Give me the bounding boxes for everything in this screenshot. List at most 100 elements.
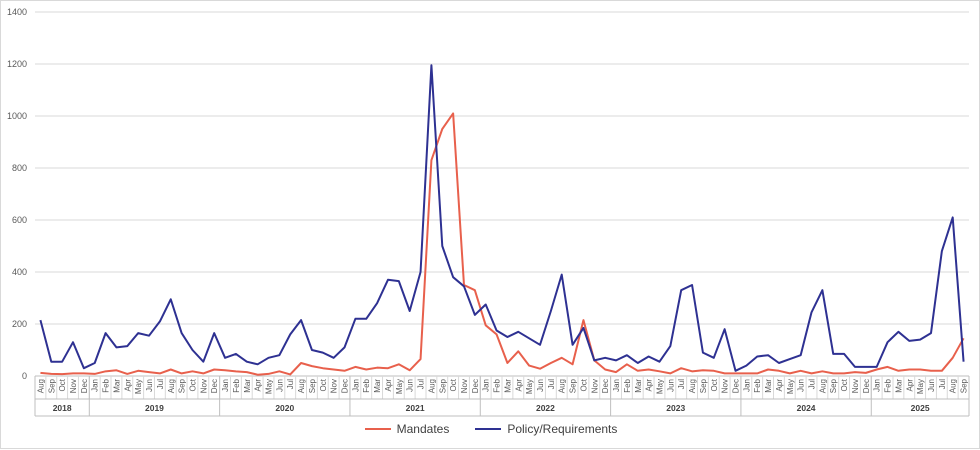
legend-swatch-mandates (364, 428, 391, 430)
x-month-label: Nov (590, 379, 599, 393)
x-month-label: Jun (927, 379, 936, 392)
x-month-label: Aug (558, 379, 567, 393)
x-month-label: Mar (503, 379, 512, 393)
x-month-label: Feb (884, 378, 893, 392)
series-lines (39, 64, 965, 376)
y-tick-label: 1200 (7, 59, 27, 69)
x-month-label: Mar (243, 379, 252, 393)
x-month-label: May (395, 379, 404, 394)
x-month-label: Apr (905, 379, 914, 392)
x-month-label: Jan (91, 379, 100, 392)
legend-item-mandates: Mandates (364, 422, 450, 436)
x-month-label: Jan (742, 379, 751, 392)
x-month-label: Feb (362, 378, 371, 392)
x-month-label: Apr (514, 379, 523, 392)
x-month-label: Mar (112, 379, 121, 393)
x-month-label: Nov (330, 379, 339, 393)
x-axis: Aug Sep Oct Nov Dec Jan Feb Mar Apr May Jun Jul Aug S… (34, 375, 970, 417)
x-month-label: Jul (677, 379, 686, 389)
x-month-label: Oct (188, 378, 197, 391)
x-month-label: Dec (862, 379, 871, 393)
x-year-label: 2023 (666, 403, 685, 413)
x-month-label: Apr (775, 379, 784, 392)
x-month-label: Jul (547, 379, 556, 389)
x-month-label: Sep (960, 378, 969, 393)
x-month-label: Oct (449, 378, 458, 391)
x-month-label: Mar (373, 379, 382, 393)
x-month-label: Aug (36, 379, 45, 393)
x-month-label: Jul (417, 379, 426, 389)
y-tick-label: 400 (12, 267, 27, 277)
x-month-label: Jun (145, 379, 154, 392)
x-month-label: Jan (612, 379, 621, 392)
x-month-label: May (655, 379, 664, 394)
x-year-label: 2024 (797, 403, 816, 413)
x-month-label: May (916, 379, 925, 394)
gridlines (35, 11, 969, 377)
x-month-label: Dec (732, 379, 741, 393)
x-month-label: Sep (699, 378, 708, 393)
x-month-label: Feb (232, 378, 241, 392)
x-month-label: Aug (167, 379, 176, 393)
x-month-label: Feb (753, 378, 762, 392)
x-month-label: May (786, 379, 795, 394)
x-month-label: Apr (384, 379, 393, 392)
x-month-label: Sep (829, 378, 838, 393)
x-year-label: 2022 (536, 403, 555, 413)
x-month-label: Jan (351, 379, 360, 392)
legend-item-policy: Policy/Requirements (475, 422, 617, 436)
x-month-label: Dec (80, 379, 89, 393)
x-month-label: Aug (297, 379, 306, 393)
x-month-label: Dec (601, 379, 610, 393)
x-month-label: May (265, 379, 274, 394)
y-tick-label: 1000 (7, 111, 27, 121)
x-month-label: Feb (623, 378, 632, 392)
x-month-label: Dec (341, 379, 350, 393)
x-month-label: Nov (460, 379, 469, 393)
x-month-label: Feb (102, 378, 111, 392)
y-tick-label: 1400 (7, 7, 27, 17)
x-month-label: May (134, 379, 143, 394)
legend-label-mandates: Mandates (396, 422, 450, 436)
y-tick-label: 0 (22, 371, 27, 381)
x-month-label: Jan (482, 379, 491, 392)
x-month-label: Oct (840, 378, 849, 391)
x-month-label: Mar (764, 379, 773, 393)
x-month-label: Jul (156, 379, 165, 389)
x-month-label: Jan (873, 379, 882, 392)
y-tick-label: 800 (12, 163, 27, 173)
series-line-policy-requirements (39, 64, 965, 372)
x-month-label: Mar (634, 379, 643, 393)
y-axis-tick-labels: 0 200 400 600 800 1000 1200 1400 (7, 7, 27, 381)
x-month-label: Sep (47, 378, 56, 393)
x-month-label: Aug (949, 379, 958, 393)
x-month-label: May (525, 379, 534, 394)
x-year-label: 2018 (53, 403, 72, 413)
x-month-label: Apr (254, 379, 263, 392)
x-month-label: Aug (427, 379, 436, 393)
x-month-label: Dec (471, 379, 480, 393)
x-month-label: Nov (199, 379, 208, 393)
x-month-label: Aug (688, 379, 697, 393)
x-month-label: Jun (666, 379, 675, 392)
x-month-label: Jul (286, 379, 295, 389)
x-month-label: Jun (406, 379, 415, 392)
x-year-label: 2025 (911, 403, 930, 413)
x-month-label: Feb (493, 378, 502, 392)
legend: Mandates Policy/Requirements (1, 422, 980, 436)
y-tick-label: 600 (12, 215, 27, 225)
x-month-label: Jun (797, 379, 806, 392)
y-tick-label: 200 (12, 319, 27, 329)
x-month-label: Mar (894, 379, 903, 393)
series-line-mandates (40, 112, 965, 376)
x-month-label: Jul (808, 379, 817, 389)
x-month-label: Oct (579, 378, 588, 391)
x-month-label: Nov (69, 379, 78, 393)
x-month-label: Sep (308, 378, 317, 393)
x-month-label: Sep (569, 378, 578, 393)
x-month-label: Oct (58, 378, 67, 391)
x-month-label: Nov (721, 379, 730, 393)
x-year-label: 2020 (275, 403, 294, 413)
